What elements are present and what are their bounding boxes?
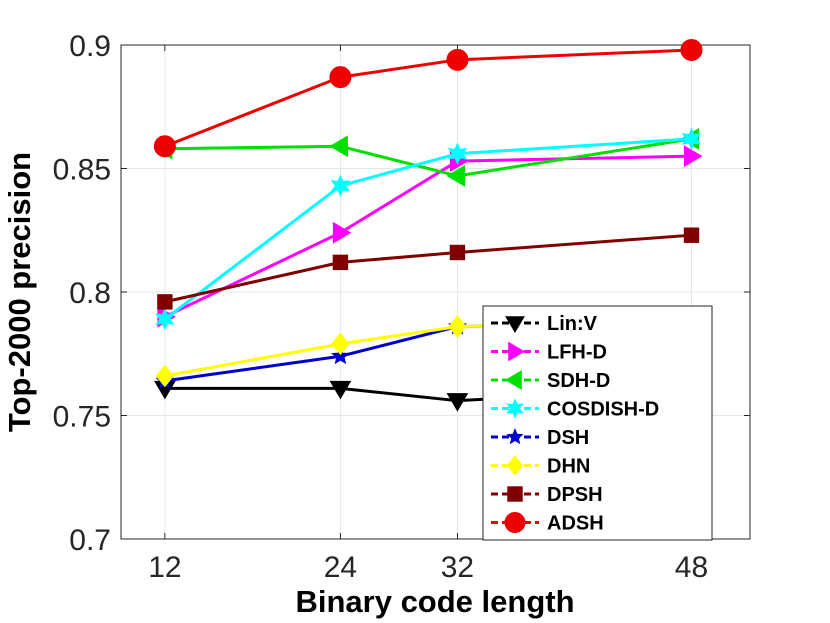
legend-marker	[506, 428, 524, 445]
data-point-dpsh	[332, 254, 349, 271]
series-line-adsh	[164, 48, 692, 148]
data-point-adsh	[153, 135, 176, 158]
legend-marker	[504, 512, 526, 533]
data-point-cosdish-d	[330, 174, 351, 198]
x-tick-label: 24	[324, 551, 357, 584]
data-point-dpsh	[683, 227, 700, 243]
legend-item-adsh: ADSH	[491, 512, 604, 535]
data-point-cosdish-d	[681, 127, 702, 151]
y-tick-label: 0.9	[69, 30, 111, 63]
data-point-dpsh	[157, 294, 173, 310]
legend-marker	[507, 486, 523, 502]
legend-label: DSH	[547, 427, 589, 449]
x-tick-label: 12	[148, 551, 181, 584]
legend-marker	[506, 455, 524, 476]
data-point-dpsh	[449, 244, 466, 261]
data-point-sdh-d	[446, 165, 465, 187]
series-line-cosdish-d	[163, 137, 692, 321]
legend-marker	[508, 341, 525, 362]
y-axis: 0.7 0.75 0.8 0.85 0.9	[53, 30, 750, 557]
legend-label: ADSH	[547, 513, 604, 535]
legend-label: LFH-D	[547, 342, 607, 364]
data-point-adsh	[446, 48, 469, 71]
series-group	[153, 38, 703, 412]
data-point-adsh	[329, 66, 352, 89]
data-point-lin-v	[446, 393, 469, 412]
series-dpsh	[157, 227, 700, 310]
y-tick-label: 0.7	[69, 524, 111, 557]
legend-label: DHN	[547, 456, 590, 478]
x-axis-title: Binary code length	[295, 584, 574, 619]
data-point-dsh	[331, 346, 350, 365]
legend-label: SDH-D	[547, 370, 610, 392]
data-point-cosdish-d	[155, 307, 175, 331]
legend: Lin:V LFH-D SDH-D COSDISH-D DSH DHN DPSH ADSH	[482, 305, 713, 541]
x-tick-label: 32	[441, 551, 474, 584]
data-point-dhn	[155, 364, 175, 388]
legend-item-dsh: DSH	[491, 427, 589, 449]
legend-marker	[505, 316, 525, 333]
series-adsh	[153, 38, 703, 158]
y-axis-title: Top-2000 precision	[2, 152, 37, 432]
legend-marker	[505, 370, 522, 390]
legend-item-sdh-d: SDH-D	[491, 370, 610, 392]
y-tick-label: 0.85	[53, 154, 111, 187]
x-tick-label: 48	[675, 551, 708, 584]
data-point-lfh-d	[332, 221, 352, 244]
series-line-dpsh	[164, 233, 692, 304]
legend-item-lin-v: Lin:V	[491, 313, 598, 335]
legend-item-dhn: DHN	[491, 455, 590, 478]
legend-label: DPSH	[547, 484, 603, 506]
series-cosdish-d	[155, 127, 702, 331]
data-point-dhn	[331, 332, 350, 356]
legend-item-cosdish-d: COSDISH-D	[491, 398, 659, 421]
legend-item-lfh-d: LFH-D	[491, 342, 607, 364]
legend-item-dpsh: DPSH	[491, 484, 603, 506]
legend-marker	[506, 398, 524, 419]
x-axis: 12 24 32 48	[148, 45, 708, 584]
y-tick-label: 0.8	[69, 277, 111, 310]
data-point-dhn	[448, 315, 467, 338]
series-line-sdh-d	[164, 137, 692, 178]
data-point-lfh-d	[683, 145, 703, 168]
data-point-adsh	[680, 38, 703, 61]
legend-label: Lin:V	[547, 313, 598, 335]
data-point-cosdish-d	[447, 142, 468, 165]
y-tick-label: 0.75	[53, 401, 111, 434]
data-point-sdh-d	[329, 135, 348, 158]
legend-label: COSDISH-D	[547, 399, 659, 421]
data-point-lin-v	[329, 380, 352, 400]
